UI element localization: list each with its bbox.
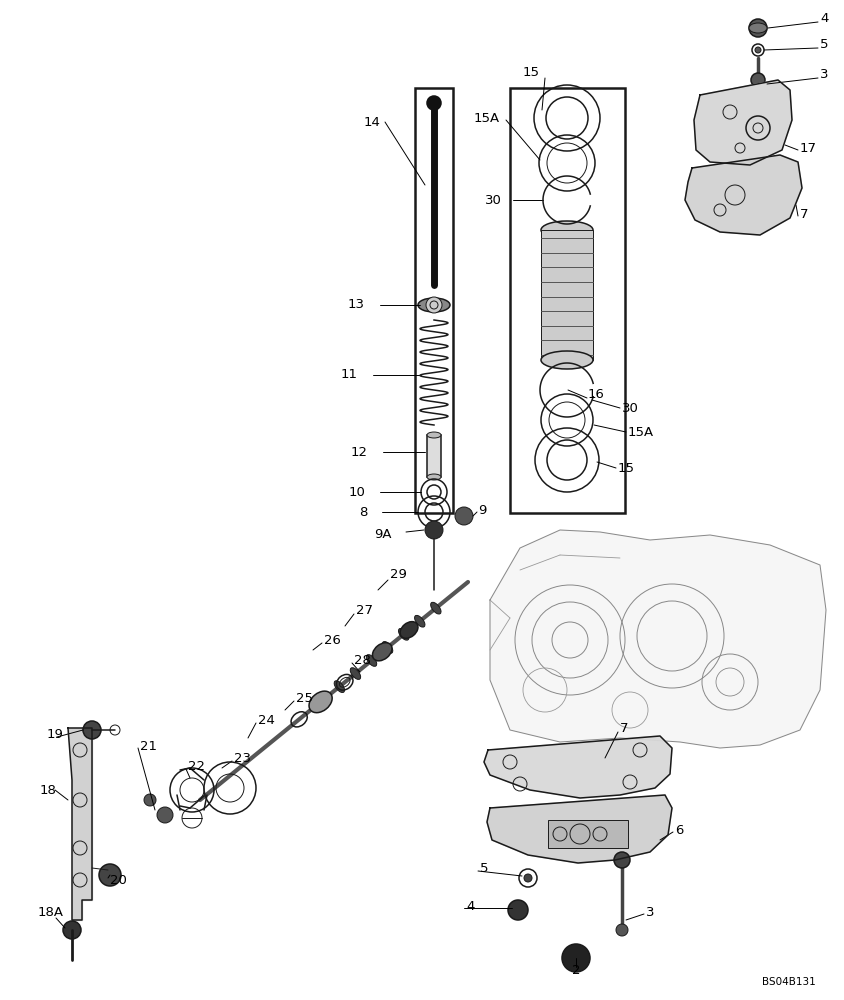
- Polygon shape: [694, 80, 792, 165]
- Ellipse shape: [309, 691, 333, 713]
- Ellipse shape: [366, 655, 376, 666]
- Text: 26: 26: [324, 634, 341, 647]
- Text: 12: 12: [351, 446, 368, 458]
- Circle shape: [427, 96, 441, 110]
- Circle shape: [755, 47, 761, 53]
- Ellipse shape: [427, 432, 441, 438]
- Text: 15A: 15A: [473, 111, 500, 124]
- Bar: [510, 88, 625, 513]
- Text: 5: 5: [820, 38, 829, 51]
- Circle shape: [614, 852, 630, 868]
- Text: 3: 3: [820, 68, 829, 82]
- Circle shape: [751, 73, 765, 87]
- Text: 20: 20: [110, 874, 127, 886]
- Text: 10: 10: [348, 486, 365, 498]
- Bar: [541, 230, 593, 360]
- Ellipse shape: [541, 221, 593, 239]
- Text: 3: 3: [646, 906, 654, 918]
- Text: 4: 4: [820, 11, 828, 24]
- Circle shape: [562, 944, 590, 972]
- Polygon shape: [685, 155, 802, 235]
- Polygon shape: [484, 736, 672, 798]
- Text: 9A: 9A: [375, 528, 392, 542]
- Text: 25: 25: [296, 692, 313, 704]
- Text: 6: 6: [675, 824, 684, 836]
- Polygon shape: [490, 530, 826, 748]
- Circle shape: [99, 864, 121, 886]
- Text: 13: 13: [348, 298, 365, 312]
- Ellipse shape: [427, 474, 441, 480]
- Circle shape: [753, 135, 763, 145]
- Ellipse shape: [372, 643, 392, 661]
- Ellipse shape: [541, 351, 593, 369]
- Ellipse shape: [400, 622, 418, 638]
- Text: 7: 7: [620, 722, 629, 734]
- Text: 15A: 15A: [628, 426, 654, 438]
- Text: 5: 5: [480, 861, 489, 874]
- Text: 9: 9: [478, 504, 486, 516]
- Circle shape: [425, 521, 443, 539]
- Circle shape: [157, 807, 173, 823]
- Ellipse shape: [334, 681, 344, 693]
- Text: 15: 15: [618, 462, 635, 475]
- Polygon shape: [487, 795, 672, 863]
- Text: 29: 29: [390, 568, 407, 582]
- Text: 4: 4: [466, 900, 474, 912]
- Circle shape: [455, 507, 473, 525]
- Text: BS04B131: BS04B131: [762, 977, 816, 987]
- Bar: [427, 435, 441, 477]
- Ellipse shape: [418, 298, 450, 312]
- Text: 30: 30: [485, 194, 502, 207]
- Text: 19: 19: [47, 728, 64, 742]
- Text: 30: 30: [622, 401, 639, 414]
- Bar: [548, 820, 628, 848]
- Text: 27: 27: [356, 603, 373, 616]
- Circle shape: [144, 794, 156, 806]
- Circle shape: [83, 721, 101, 739]
- Circle shape: [749, 19, 767, 37]
- Polygon shape: [68, 728, 92, 920]
- Ellipse shape: [414, 615, 425, 627]
- Ellipse shape: [749, 23, 767, 33]
- Text: 7: 7: [800, 209, 809, 222]
- Text: 18A: 18A: [38, 906, 64, 918]
- Text: 16: 16: [588, 388, 605, 401]
- Circle shape: [616, 924, 628, 936]
- Text: 15: 15: [523, 66, 540, 80]
- Text: 28: 28: [354, 654, 371, 666]
- Ellipse shape: [430, 602, 441, 614]
- Circle shape: [508, 900, 528, 920]
- Text: 24: 24: [258, 714, 275, 726]
- Text: 8: 8: [360, 506, 368, 518]
- Text: 21: 21: [140, 740, 157, 752]
- Circle shape: [524, 874, 532, 882]
- Text: 14: 14: [363, 115, 380, 128]
- Circle shape: [426, 297, 442, 313]
- Circle shape: [63, 921, 81, 939]
- Text: 11: 11: [341, 368, 358, 381]
- Text: 22: 22: [188, 760, 205, 772]
- Bar: [415, 88, 453, 513]
- Ellipse shape: [382, 642, 392, 653]
- Ellipse shape: [398, 628, 408, 640]
- Text: 17: 17: [800, 141, 817, 154]
- Text: 18: 18: [40, 784, 57, 796]
- Text: 23: 23: [234, 752, 251, 764]
- Ellipse shape: [350, 668, 360, 679]
- Text: 2: 2: [571, 964, 581, 976]
